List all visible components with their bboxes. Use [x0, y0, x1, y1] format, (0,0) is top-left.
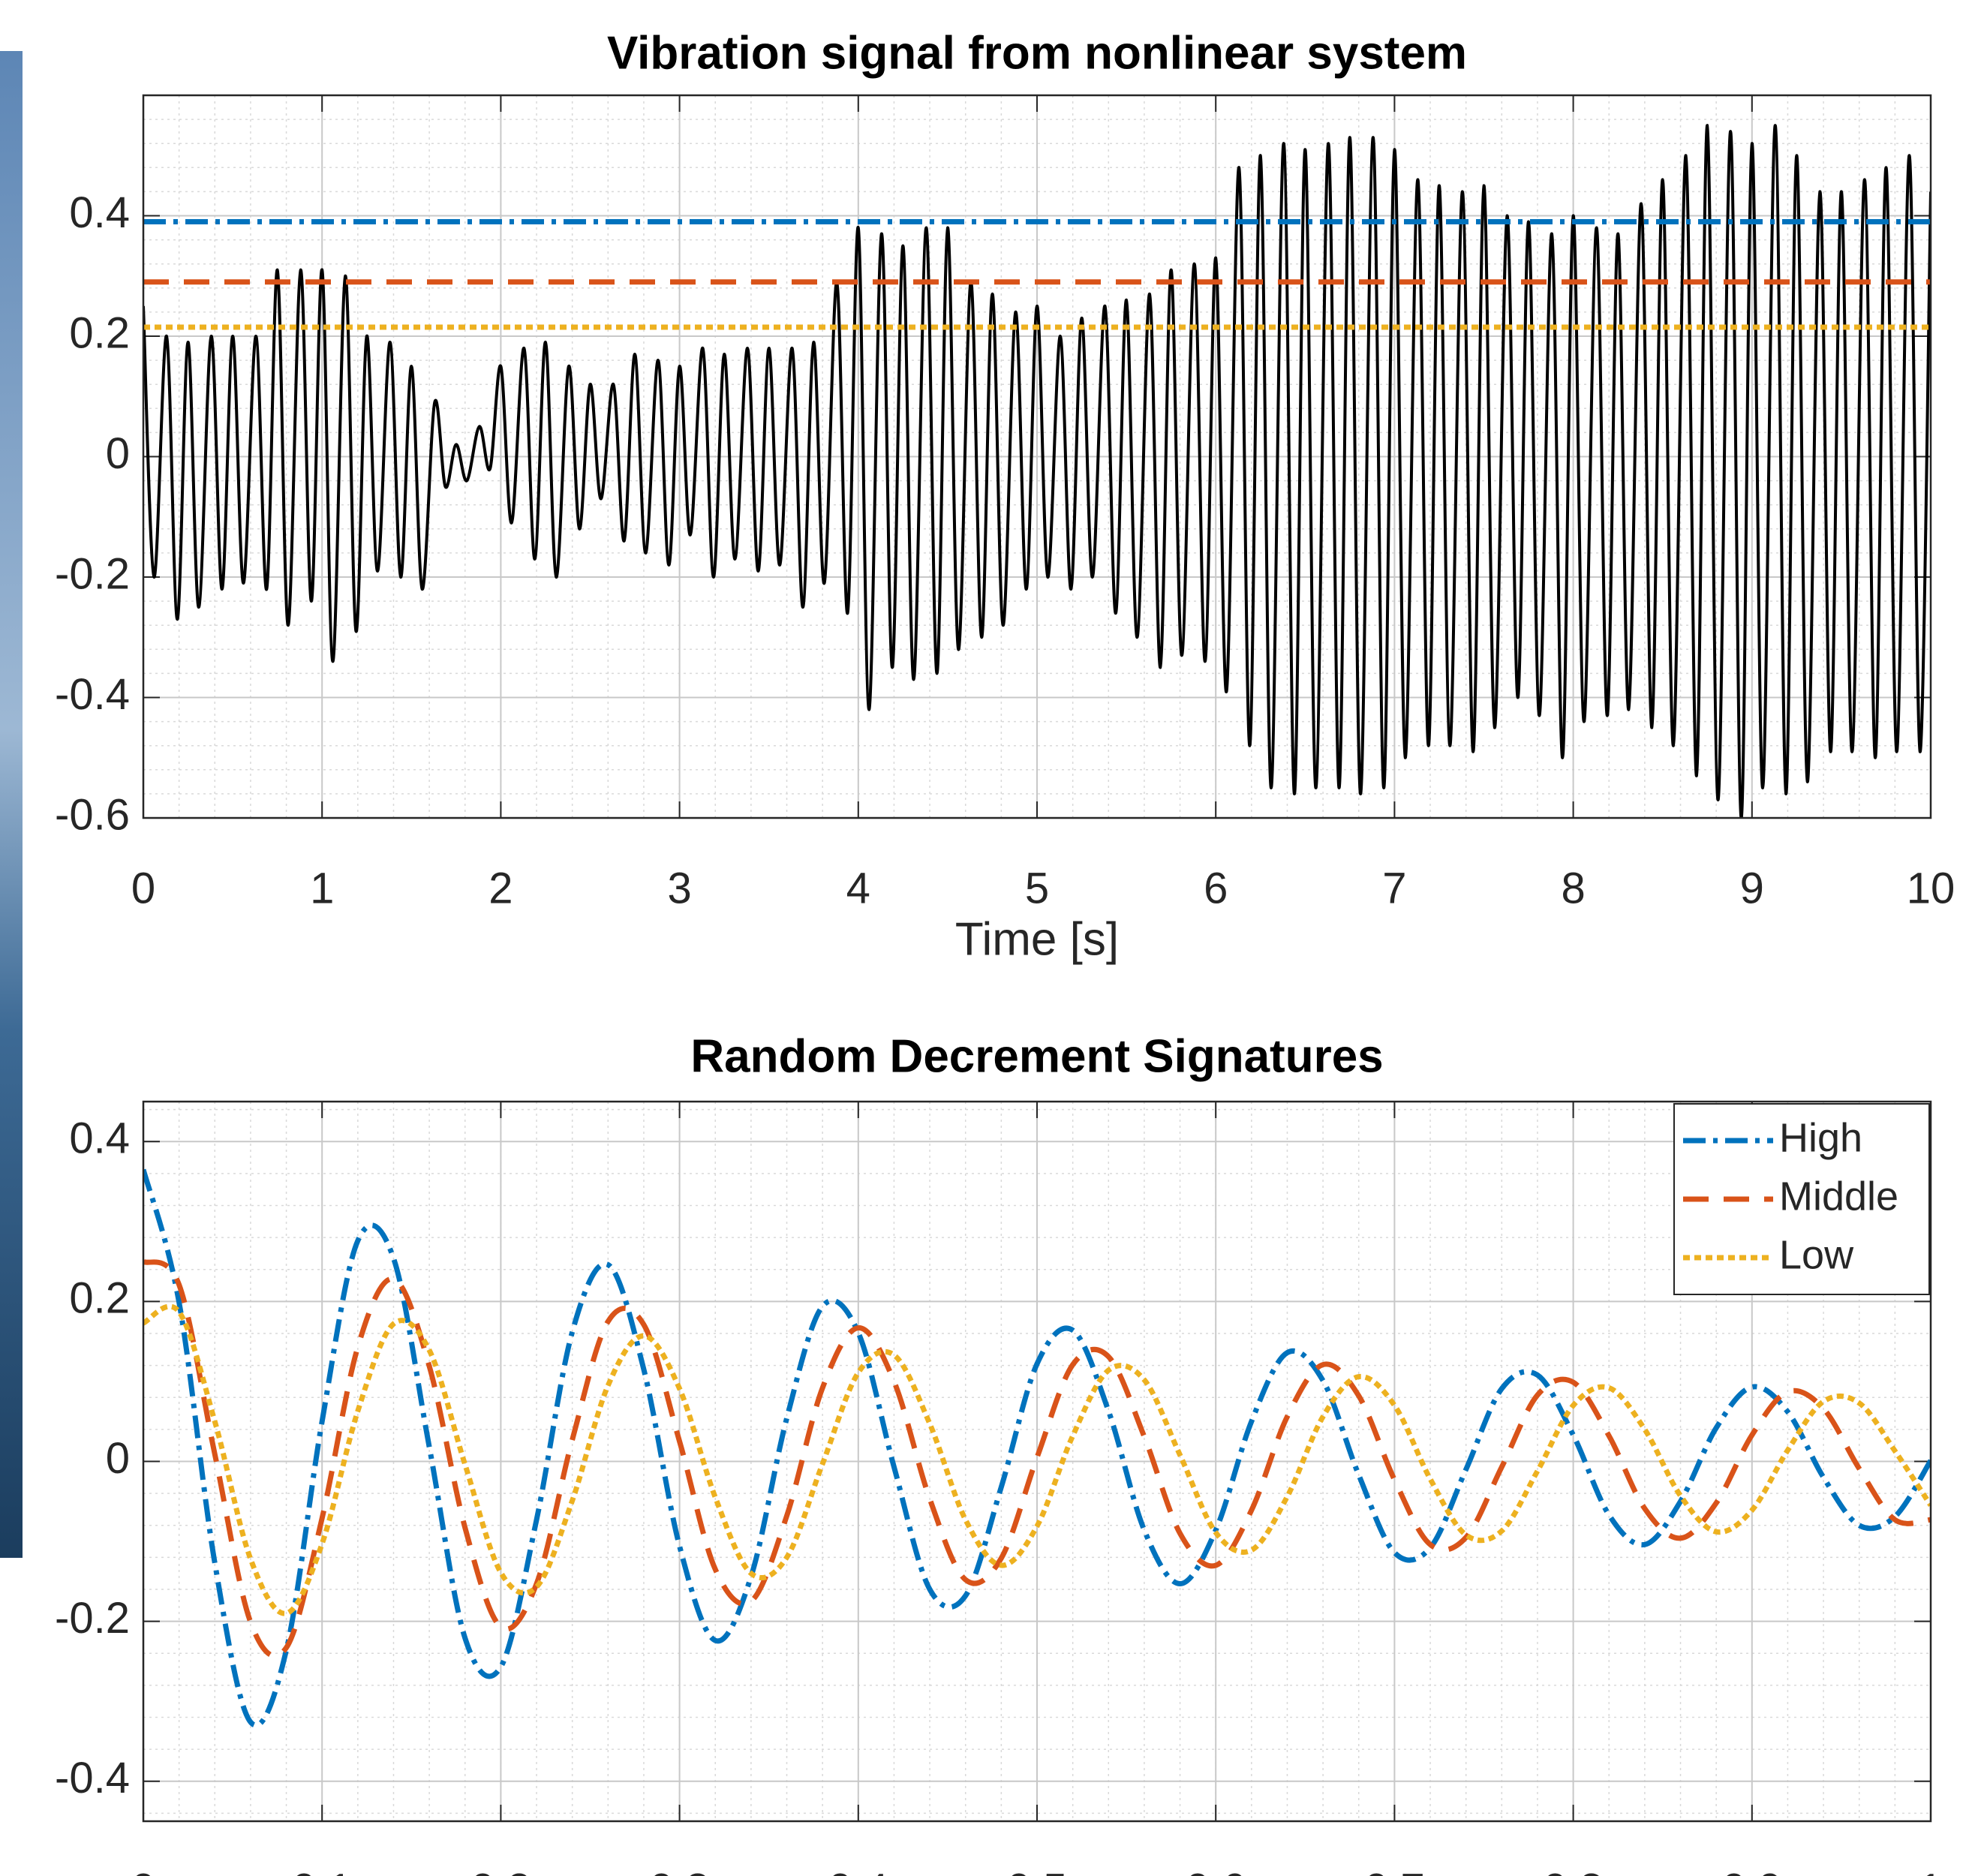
y-tick-label: 0.4	[69, 1114, 130, 1163]
x-tick-label: 9	[1740, 864, 1764, 913]
data-line	[143, 1258, 1931, 1659]
x-tick-label: 1	[1919, 1865, 1943, 1876]
y-tick-label: 0	[106, 429, 130, 478]
x-tick-label: 7	[1382, 864, 1406, 913]
chart-title: Random Decrement Signatures	[690, 1030, 1383, 1082]
x-tick-label: 0.3	[649, 1865, 710, 1876]
x-tick-label: 4	[846, 864, 870, 913]
x-tick-label: 0.6	[1186, 1865, 1246, 1876]
x-tick-label: 2	[488, 864, 513, 913]
x-tick-label: 6	[1204, 864, 1228, 913]
y-tick-label: -0.2	[55, 1594, 130, 1643]
x-tick-label: 0.5	[1007, 1865, 1068, 1876]
x-tick-label: 0.8	[1543, 1865, 1604, 1876]
plot-lines	[143, 124, 1931, 818]
x-tick-label: 10	[1907, 864, 1955, 913]
x-tick-label: 0.9	[1721, 1865, 1782, 1876]
y-tick-label: 0.2	[69, 1274, 130, 1323]
legend-label: Low	[1779, 1232, 1854, 1277]
data-line	[143, 1303, 1931, 1616]
plot-frame	[142, 94, 1932, 819]
y-tick-label: -0.2	[55, 549, 130, 598]
x-tick-label: 3	[667, 864, 691, 913]
legend-box	[1673, 1103, 1930, 1295]
y-tick-label: 0.2	[69, 308, 130, 357]
plot-frame	[142, 1100, 1932, 1823]
x-tick-label: 0	[131, 864, 155, 913]
data-line	[143, 1168, 1931, 1728]
x-tick-label: 1	[310, 864, 334, 913]
background-photo-strip	[0, 51, 23, 1558]
x-tick-label: 0.4	[828, 1865, 888, 1876]
y-tick-label: 0	[106, 1434, 130, 1483]
x-axis-label: Time [s]	[955, 913, 1119, 965]
x-tick-label: 0.7	[1364, 1865, 1425, 1876]
legend-label: Middle	[1779, 1174, 1898, 1219]
plot-lines	[143, 1168, 1931, 1728]
x-tick-label: 0.2	[470, 1865, 531, 1876]
data-line	[143, 124, 1931, 818]
x-tick-label: 8	[1561, 864, 1585, 913]
y-tick-label: 0.4	[69, 188, 130, 237]
x-tick-label: 0	[131, 1865, 155, 1876]
y-tick-label: -0.4	[55, 1754, 130, 1802]
y-tick-label: -0.4	[55, 670, 130, 719]
x-tick-label: 5	[1025, 864, 1049, 913]
y-tick-label: -0.6	[55, 790, 130, 839]
x-tick-label: 0.1	[292, 1865, 353, 1876]
chart-title: Vibration signal from nonlinear system	[607, 27, 1467, 79]
legend-label: High	[1779, 1115, 1862, 1160]
